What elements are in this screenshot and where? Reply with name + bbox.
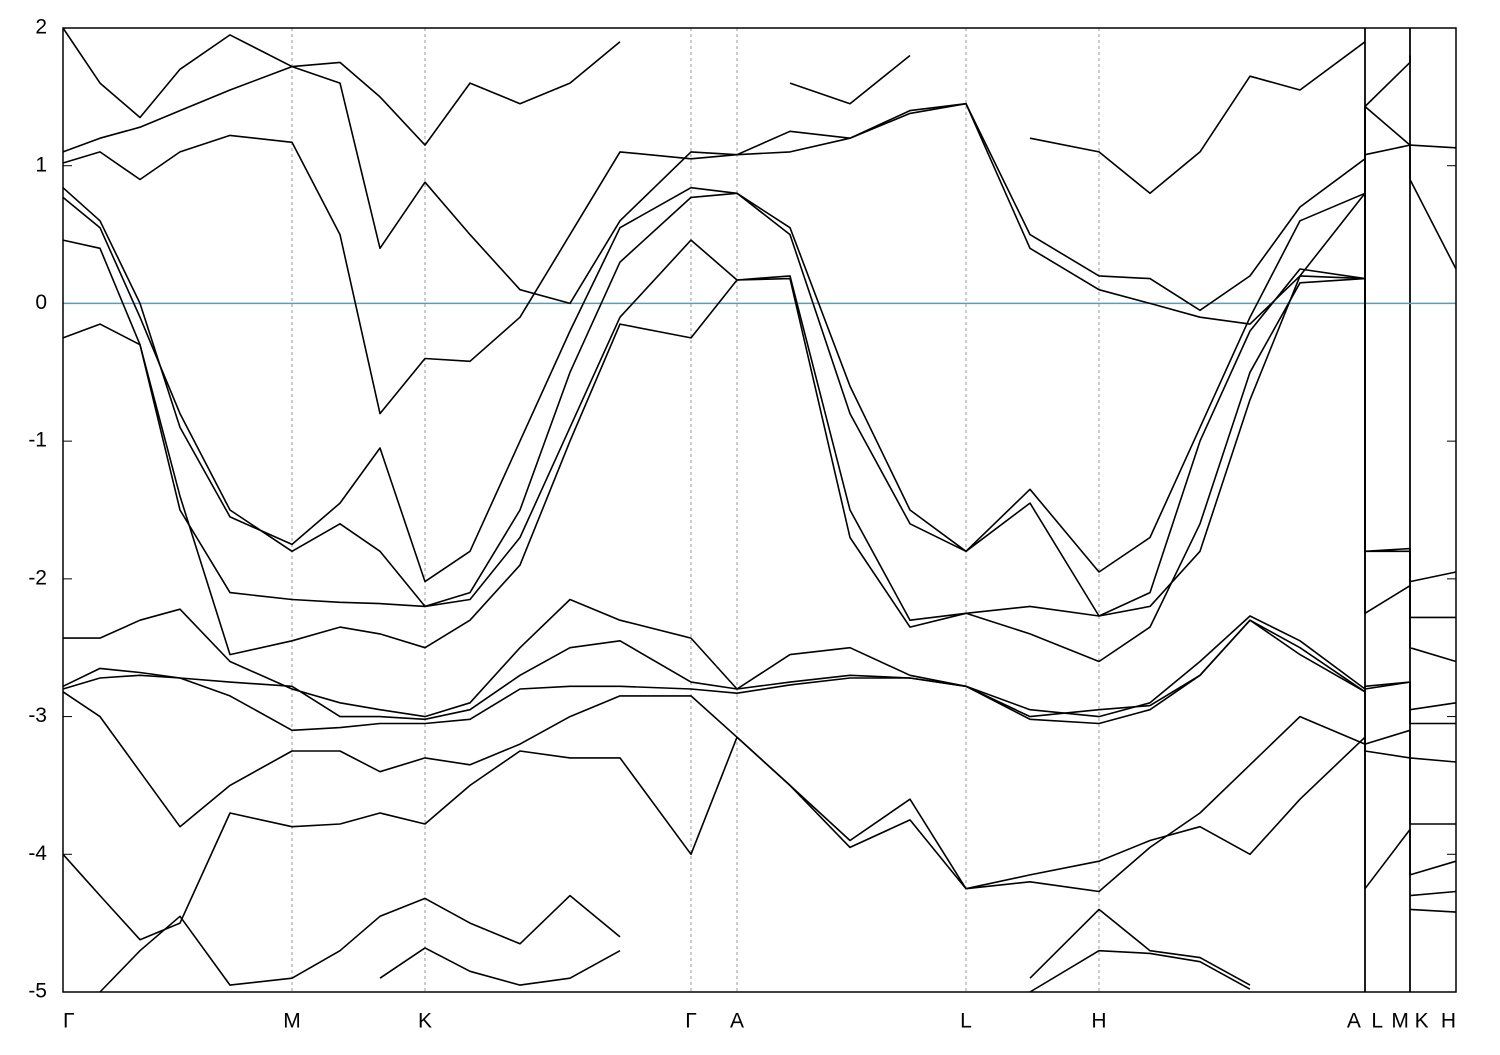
- band-line: [1029, 908, 1251, 986]
- band-line: [62, 691, 1456, 893]
- x-tick-label: Γ: [685, 1010, 697, 1033]
- y-tick-label: 0: [35, 291, 47, 314]
- band-line: [379, 947, 621, 986]
- x-tick-label: M: [283, 1010, 301, 1033]
- band-line: [62, 186, 1457, 583]
- band-line: [62, 619, 1457, 763]
- band-line: [62, 239, 1456, 621]
- band-line: [62, 102, 1457, 415]
- x-tick-label: A: [730, 1010, 744, 1033]
- y-tick-label: 1: [35, 153, 47, 176]
- band-line: [1029, 41, 1366, 195]
- y-tick-label: -2: [28, 566, 47, 589]
- y-tick-label: -4: [28, 842, 47, 865]
- x-tick-label: K: [418, 1010, 432, 1033]
- x-tick-label: Γ: [63, 1010, 75, 1033]
- x-tick-label: H: [1091, 1010, 1106, 1033]
- band-line: [63, 598, 1457, 718]
- x-tick-label: H: [1441, 1010, 1456, 1033]
- band-line: [1409, 908, 1457, 913]
- x-tick-label: M K: [1391, 1010, 1428, 1033]
- band-line: [99, 894, 621, 993]
- band-line: [62, 277, 1457, 663]
- band-line: [1029, 949, 1251, 993]
- y-tick-label: 2: [35, 16, 47, 39]
- band-line: [62, 27, 621, 146]
- band-line: [62, 55, 1411, 312]
- plot-frame: [62, 27, 1457, 993]
- y-tick-label: -1: [28, 429, 47, 452]
- x-tick-label: A L: [1347, 1010, 1383, 1033]
- band-line: [62, 736, 1457, 941]
- band-line: [62, 105, 1457, 617]
- band-line: [1409, 890, 1457, 897]
- y-tick-label: -3: [28, 704, 47, 727]
- x-tick-label: L: [960, 1010, 972, 1033]
- band-line: [62, 619, 1456, 725]
- y-tick-label: -5: [28, 980, 47, 1003]
- band-line: [789, 54, 911, 105]
